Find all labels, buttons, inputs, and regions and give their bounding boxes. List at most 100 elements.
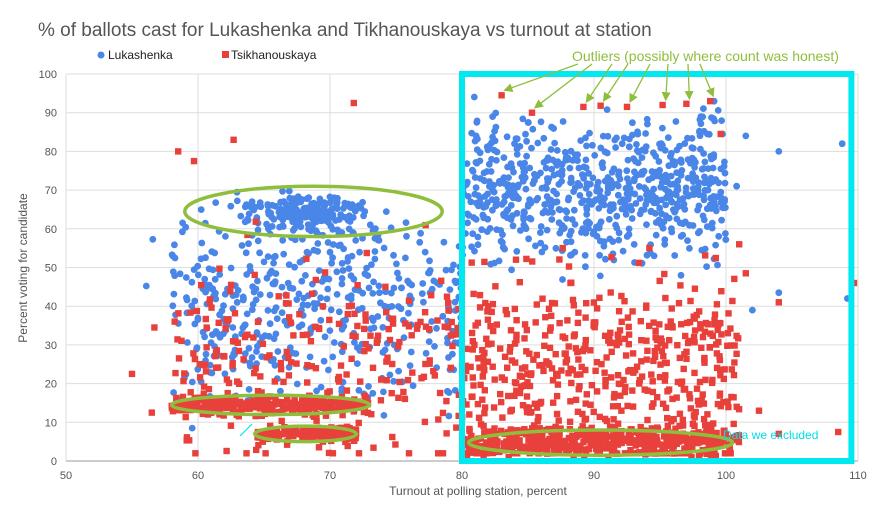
tsikhanouskaya-point xyxy=(572,345,579,352)
tsikhanouskaya-point xyxy=(533,404,541,411)
tsikhanouskaya-point xyxy=(192,450,199,457)
lukashenka-point xyxy=(563,215,570,222)
lukashenka-point xyxy=(263,274,271,282)
lukashenka-point xyxy=(298,212,306,220)
lukashenka-point xyxy=(197,255,205,263)
tsikhanouskaya-point xyxy=(590,299,598,306)
lukashenka-point xyxy=(679,195,687,202)
lukashenka-point xyxy=(656,140,663,148)
tsikhanouskaya-point xyxy=(678,321,685,328)
tsikhanouskaya-point xyxy=(232,338,239,345)
lukashenka-point xyxy=(622,184,630,192)
lukashenka-point xyxy=(576,192,584,199)
lukashenka-point xyxy=(525,235,532,243)
tsikhanouskaya-point xyxy=(483,450,490,457)
tick-labels: 0 10 20 30 40 50 60 70 80 90 100 50 60 70 80 90 100 110 xyxy=(39,69,867,482)
tsikhanouskaya-point xyxy=(705,442,712,449)
tsikhanouskaya-point xyxy=(678,380,685,387)
lukashenka-point xyxy=(285,261,293,268)
tsikhanouskaya-point xyxy=(329,450,337,457)
tsikhanouskaya-point xyxy=(350,99,357,107)
tsikhanouskaya-point xyxy=(335,373,343,381)
lukashenka-point xyxy=(241,203,249,211)
tsikhanouskaya-point xyxy=(445,299,452,307)
tsikhanouskaya-point xyxy=(648,371,655,378)
lukashenka-point xyxy=(170,290,178,298)
tsikhanouskaya-point xyxy=(686,318,694,326)
lukashenka-point xyxy=(606,207,614,215)
lukashenka-point xyxy=(347,292,355,299)
tsikhanouskaya-point xyxy=(173,402,181,410)
tsikhanouskaya-point xyxy=(680,437,687,444)
tsikhanouskaya-point xyxy=(435,416,442,423)
lukashenka-point xyxy=(595,205,603,212)
tsikhanouskaya-point xyxy=(666,337,673,344)
lukashenka-point xyxy=(395,275,403,282)
tsikhanouskaya-point xyxy=(396,338,403,346)
tsikhanouskaya-point xyxy=(579,410,586,418)
tsikhanouskaya-point xyxy=(547,324,554,331)
lukashenka-point xyxy=(271,361,279,369)
tsikhanouskaya-point xyxy=(636,435,643,442)
lukashenka-point xyxy=(630,155,637,163)
tsikhanouskaya-point xyxy=(347,399,354,406)
lukashenka-point xyxy=(358,304,366,312)
tsikhanouskaya-point xyxy=(609,403,617,410)
lukashenka-point xyxy=(698,246,706,254)
lukashenka-point xyxy=(705,130,713,138)
tsikhanouskaya-point xyxy=(591,324,598,331)
tsikhanouskaya-point xyxy=(638,373,646,380)
lukashenka-point xyxy=(502,192,510,200)
lukashenka-point xyxy=(522,185,530,193)
lukashenka-point xyxy=(274,348,282,355)
lukashenka-point xyxy=(475,202,482,210)
tsikhanouskaya-point xyxy=(312,365,320,372)
lukashenka-point xyxy=(695,191,703,199)
tsikhanouskaya-point xyxy=(344,405,352,413)
tsikhanouskaya-point xyxy=(255,442,262,449)
lukashenka-point xyxy=(647,207,655,215)
tsikhanouskaya-point xyxy=(689,445,696,452)
lukashenka-point xyxy=(448,266,455,274)
tsikhanouskaya-point xyxy=(624,402,631,410)
tsikhanouskaya-point xyxy=(175,310,182,317)
tsikhanouskaya-point xyxy=(570,453,577,461)
tsikhanouskaya-point xyxy=(641,386,648,393)
tsikhanouskaya-point xyxy=(417,318,424,326)
tsikhanouskaya-point xyxy=(325,449,333,457)
lukashenka-point xyxy=(540,134,548,142)
tsikhanouskaya-point xyxy=(254,388,262,395)
tsikhanouskaya-point xyxy=(574,408,582,415)
tsikhanouskaya-point xyxy=(480,362,487,369)
tsikhanouskaya-point xyxy=(664,323,671,330)
tsikhanouskaya-point xyxy=(173,394,180,402)
tsikhanouskaya-point xyxy=(596,413,603,421)
tsikhanouskaya-point xyxy=(546,435,553,443)
lukashenka-point xyxy=(513,151,521,158)
lukashenka-point xyxy=(644,120,651,128)
tsikhanouskaya-point xyxy=(575,356,582,363)
lukashenka-point xyxy=(317,294,324,302)
lukashenka-point xyxy=(270,259,277,267)
lukashenka-point xyxy=(293,296,301,303)
lukashenka-point xyxy=(390,377,397,385)
tsikhanouskaya-point xyxy=(468,259,475,266)
lukashenka-point xyxy=(183,296,191,304)
tsikhanouskaya-point xyxy=(308,363,315,370)
tsikhanouskaya-point xyxy=(293,360,300,367)
tsikhanouskaya-point xyxy=(485,428,492,435)
lukashenka-point xyxy=(380,388,387,396)
lukashenka-point xyxy=(559,276,566,283)
lukashenka-point xyxy=(670,180,677,188)
chart-title: % of ballots cast for Lukashenka and Tik… xyxy=(38,20,652,41)
lukashenka-point xyxy=(615,236,623,244)
tsikhanouskaya-point xyxy=(610,394,618,401)
lukashenka-point xyxy=(245,386,253,393)
lukashenka-point xyxy=(451,277,459,285)
lukashenka-point xyxy=(749,306,756,314)
lukashenka-point xyxy=(258,334,266,341)
lukashenka-point xyxy=(355,286,363,294)
y-tick-label: 30 xyxy=(45,340,57,352)
tsikhanouskaya-point xyxy=(420,373,428,380)
legend-label-tsikhanouskaya: Tsikhanouskaya xyxy=(231,48,317,62)
